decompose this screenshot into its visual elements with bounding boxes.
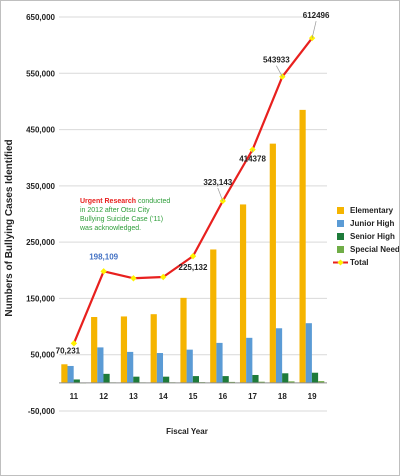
bar-special-needs	[318, 381, 325, 383]
bar-junior-high	[156, 353, 164, 383]
total-series-line	[72, 37, 313, 344]
y-tick-label: 150,000	[26, 294, 55, 303]
y-tick-label: -50,000	[28, 407, 56, 416]
total-marker	[100, 268, 107, 275]
total-marker	[189, 252, 197, 260]
x-tick-label: 15	[189, 392, 198, 401]
legend-swatch	[337, 233, 344, 240]
legend-swatch	[337, 246, 344, 253]
total-marker	[308, 34, 316, 42]
total-data-label: 70,231	[56, 346, 81, 355]
annotation-line: in 2012 after Otsu City	[80, 207, 150, 214]
legend-label: Senior High	[350, 232, 395, 241]
legend-swatch	[337, 220, 344, 227]
bar-junior-high	[97, 347, 104, 383]
total-data-label: 198,109	[89, 252, 118, 261]
total-data-label: 543933	[263, 56, 290, 65]
bar-junior-high	[216, 342, 223, 383]
bar-elementary	[150, 314, 157, 383]
x-tick-label: 17	[248, 392, 257, 401]
bar-senior-high	[103, 373, 110, 383]
bar-senior-high	[282, 373, 289, 383]
y-tick-label: 350,000	[26, 182, 55, 191]
legend-label: Junior High	[350, 219, 395, 228]
x-tick-label: 19	[308, 392, 317, 401]
x-tick-label: 16	[218, 392, 227, 401]
bar-senior-high	[133, 376, 140, 383]
bar-junior-high	[127, 351, 134, 383]
bar-junior-high	[246, 337, 253, 383]
bar-junior-high	[67, 365, 74, 383]
total-line	[70, 34, 316, 347]
bar-junior-high	[186, 349, 193, 383]
annotation-line: Bullying Suicide Case (’11)	[80, 216, 163, 223]
total-marker	[70, 340, 78, 347]
label-leader-line	[276, 65, 283, 77]
x-tick-label: 14	[159, 392, 168, 401]
x-tick-label: 13	[129, 392, 138, 401]
bar-junior-high	[305, 323, 312, 383]
annotation-segment: Bullying Suicide Case (’11)	[80, 216, 163, 223]
total-marker	[160, 273, 167, 281]
annotation-line: Urgent Research conducted	[80, 198, 170, 205]
total-data-label: 323,143	[203, 178, 232, 187]
y-tick-label: 450,000	[26, 126, 55, 135]
legend-label: Total	[350, 258, 369, 267]
x-axis: 11 12 13 14 15 16 17 18 19	[59, 382, 327, 401]
total-data-label: 414378	[239, 155, 266, 164]
y-tick-label: 650,000	[26, 13, 55, 22]
bar-special-needs	[258, 381, 265, 383]
bar-elementary	[180, 297, 187, 383]
label-leader-line	[311, 21, 317, 39]
total-marker	[130, 275, 137, 282]
x-tick-label: 18	[278, 392, 287, 401]
bar-elementary	[299, 109, 306, 383]
bar-elementary	[120, 316, 128, 383]
x-axis-title: Fiscal Year	[166, 427, 208, 436]
annotation-line: was acknowledged.	[79, 225, 141, 232]
y-tick-label: 250,000	[26, 238, 55, 247]
annotation-segment: conducted	[136, 198, 170, 205]
total-data-label: 612496	[303, 11, 330, 20]
annotation-segment: Urgent Research	[80, 198, 136, 205]
legend-swatch	[337, 207, 344, 214]
bar-elementary	[210, 249, 217, 383]
bar-elementary	[61, 364, 68, 383]
total-data-label: 225,132	[179, 263, 208, 272]
annotation: Urgent Research conducted in 2012 after O…	[79, 198, 170, 232]
gridlines	[59, 16, 327, 412]
legend-swatch-marker	[337, 259, 344, 266]
bar-senior-high	[192, 376, 199, 383]
legend-label: Elementary	[350, 206, 394, 215]
data-labels: 70,231 198,109 225,132 323,143 414378 543933 6…	[56, 11, 330, 355]
y-tick-label: 550,000	[26, 69, 55, 78]
bar-senior-high	[73, 379, 80, 383]
x-tick-label: 11	[70, 392, 79, 401]
annotation-segment: in 2012 after Otsu City	[80, 207, 150, 214]
bar-elementary	[239, 204, 247, 383]
bar-elementary	[91, 317, 98, 383]
annotation-segment: was acknowledged.	[79, 225, 141, 232]
y-tick-label: 50,000	[31, 351, 56, 360]
y-axis-ticks: -50,000 50,000 150,000 250,000 350,000 450,00…	[26, 13, 55, 416]
bar-senior-high	[252, 374, 259, 383]
bar-senior-high	[222, 376, 229, 383]
bar-elementary	[269, 143, 276, 383]
x-tick-label: 12	[99, 392, 108, 401]
bar-special-needs	[288, 381, 295, 383]
legend-label: Special Needs	[350, 245, 399, 254]
bars	[61, 109, 325, 384]
bar-senior-high	[311, 372, 319, 383]
y-axis-title: Numbers of Bullying Cases Identified	[4, 139, 15, 316]
bar-senior-high	[163, 376, 170, 383]
label-leader-line	[217, 187, 224, 202]
bar-junior-high	[275, 328, 283, 383]
legend: Elementary Junior High Senior High Special …	[333, 206, 399, 267]
